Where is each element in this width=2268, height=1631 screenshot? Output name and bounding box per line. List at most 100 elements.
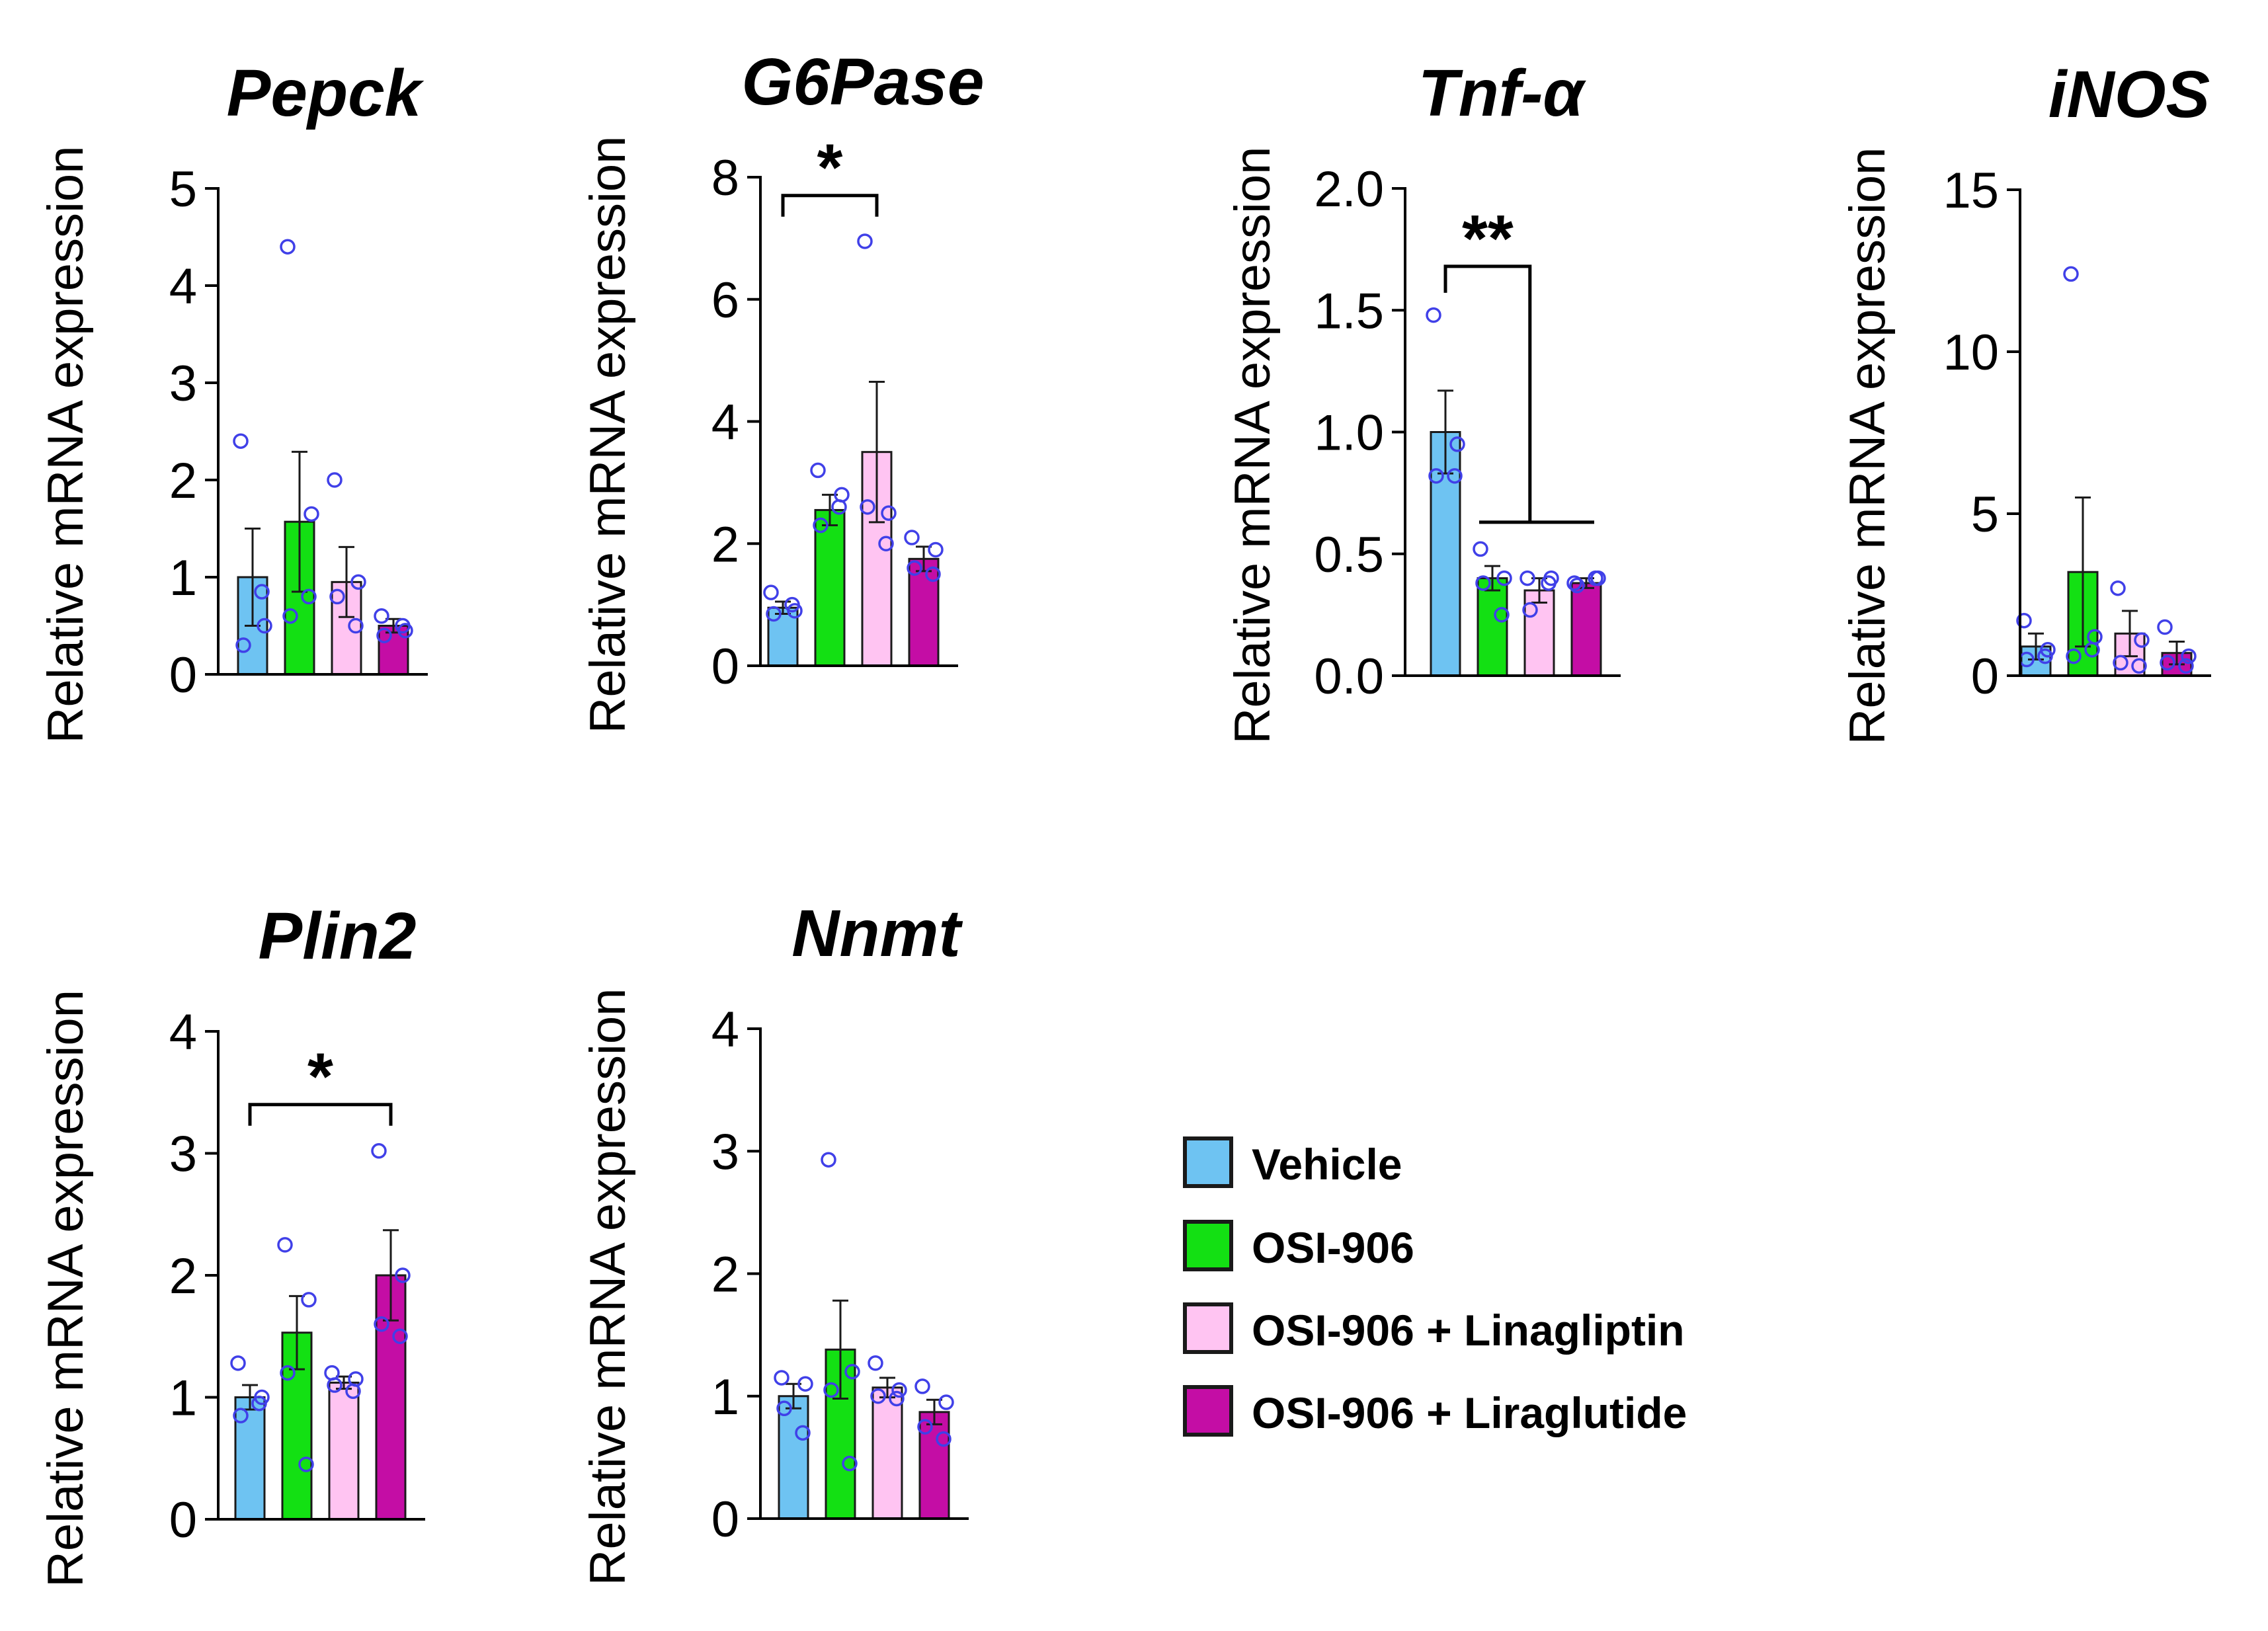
data-point — [938, 1394, 954, 1410]
data-point — [251, 1395, 267, 1412]
significance-label: ** — [1462, 202, 1514, 276]
data-point — [868, 1355, 883, 1371]
panel-title: iNOS — [2048, 58, 2210, 132]
data-point — [350, 574, 366, 590]
legend-label: Vehicle — [1252, 1140, 1402, 1189]
panel-0: Pepck Relative mRNA expression 0 1 2 3 4 5 — [38, 56, 428, 743]
y-tick-label: 0 — [711, 639, 739, 695]
data-point — [2181, 648, 2197, 664]
panel-title: Nnmt — [791, 896, 963, 971]
data-point — [2037, 648, 2053, 664]
y-tick-label: 8 — [711, 150, 739, 206]
data-point — [329, 588, 345, 605]
data-point — [298, 1456, 314, 1472]
data-point — [831, 499, 847, 515]
data-point — [374, 1316, 389, 1332]
y-tick-label: 2 — [169, 1248, 197, 1304]
data-point — [1541, 575, 1557, 591]
y-tick-label: 2 — [169, 453, 197, 509]
data-point — [1569, 577, 1585, 594]
data-point — [280, 1365, 296, 1381]
y-axis-label: Relative mRNA expression — [580, 988, 636, 1586]
panel-title: Tnf-α — [1418, 56, 1587, 130]
legend-label: OSI-906 — [1252, 1223, 1414, 1272]
data-point — [2157, 619, 2173, 635]
data-point — [904, 530, 920, 545]
y-tick-label: 2.0 — [1314, 161, 1384, 218]
data-point — [1566, 575, 1582, 591]
y-tick-label: 4 — [711, 1002, 739, 1058]
panel-title: G6Pase — [742, 45, 985, 119]
data-point — [1428, 468, 1444, 484]
y-tick-label: 0 — [169, 647, 197, 703]
data-point — [2110, 580, 2126, 596]
legend-item-0: Vehicle — [1183, 1136, 1402, 1189]
legend: Vehicle OSI-906 OSI-906 + Linagliptin OSI-9… — [1183, 1136, 1687, 1437]
data-point — [821, 1152, 836, 1168]
data-point — [925, 566, 941, 582]
y-tick-label: 2 — [711, 516, 739, 573]
legend-swatch — [1183, 1302, 1233, 1354]
data-point — [776, 1400, 792, 1417]
bar — [871, 1386, 903, 1520]
data-point — [842, 1455, 858, 1472]
data-point — [844, 1363, 860, 1380]
y-tick-label: 1.5 — [1314, 283, 1384, 339]
significance-label: * — [817, 131, 843, 205]
data-point — [1449, 436, 1465, 452]
data-point — [345, 1383, 361, 1400]
bar — [1570, 582, 1602, 677]
data-point — [233, 433, 249, 449]
data-point — [784, 596, 800, 613]
data-point — [1519, 570, 1535, 586]
data-point — [1473, 541, 1488, 557]
legend-item-3: OSI-906 + Liraglutide — [1183, 1385, 1687, 1437]
data-point — [374, 608, 389, 624]
data-point — [1426, 307, 1441, 323]
data-point — [823, 1382, 839, 1398]
legend-label: OSI-906 + Liraglutide — [1252, 1388, 1687, 1437]
legend-swatch — [1183, 1385, 1233, 1437]
data-point — [2131, 658, 2147, 674]
y-tick-label: 4 — [711, 395, 739, 451]
panel-1: G6Pase Relative mRNA expression 0 2 4 6 8 * — [580, 45, 984, 733]
data-point — [327, 1377, 343, 1393]
panel-title: Plin2 — [259, 899, 417, 973]
bar — [234, 1396, 266, 1521]
significance-bracket — [1443, 264, 1594, 524]
panel-5: Nnmt Relative mRNA expression 0 1 2 3 4 — [580, 896, 969, 1585]
y-tick-label: 3 — [169, 356, 197, 412]
data-point — [277, 1237, 293, 1253]
panel-2: Tnf-α Relative mRNA expression 0.0 0.5 1.0 1.… — [1225, 56, 1621, 744]
bar — [908, 557, 940, 667]
data-point — [857, 233, 873, 249]
data-point — [1494, 607, 1510, 623]
data-point — [233, 1408, 249, 1423]
data-point — [371, 1143, 387, 1159]
data-point — [795, 1425, 811, 1441]
y-tick-label: 4 — [169, 259, 197, 315]
data-point — [301, 588, 317, 605]
data-point — [917, 1419, 933, 1435]
y-tick-label: 0 — [711, 1492, 739, 1548]
y-tick-label: 0.5 — [1314, 527, 1384, 583]
data-point — [774, 1370, 790, 1386]
data-point — [376, 627, 392, 643]
data-point — [2016, 612, 2032, 629]
data-point — [2063, 266, 2079, 282]
y-tick-label: 1 — [711, 1369, 739, 1425]
y-axis-label: Relative mRNA expression — [1225, 147, 1281, 744]
data-point — [907, 560, 922, 576]
data-point — [395, 617, 411, 634]
y-tick-label: 3 — [711, 1124, 739, 1180]
data-point — [2178, 658, 2194, 674]
y-tick-label: 15 — [1943, 163, 1999, 219]
significance-bracket — [248, 1103, 393, 1126]
data-point — [2113, 655, 2128, 671]
data-point — [257, 617, 272, 634]
data-point — [881, 505, 897, 521]
significance-bracket — [781, 194, 879, 217]
bar — [1523, 589, 1555, 677]
